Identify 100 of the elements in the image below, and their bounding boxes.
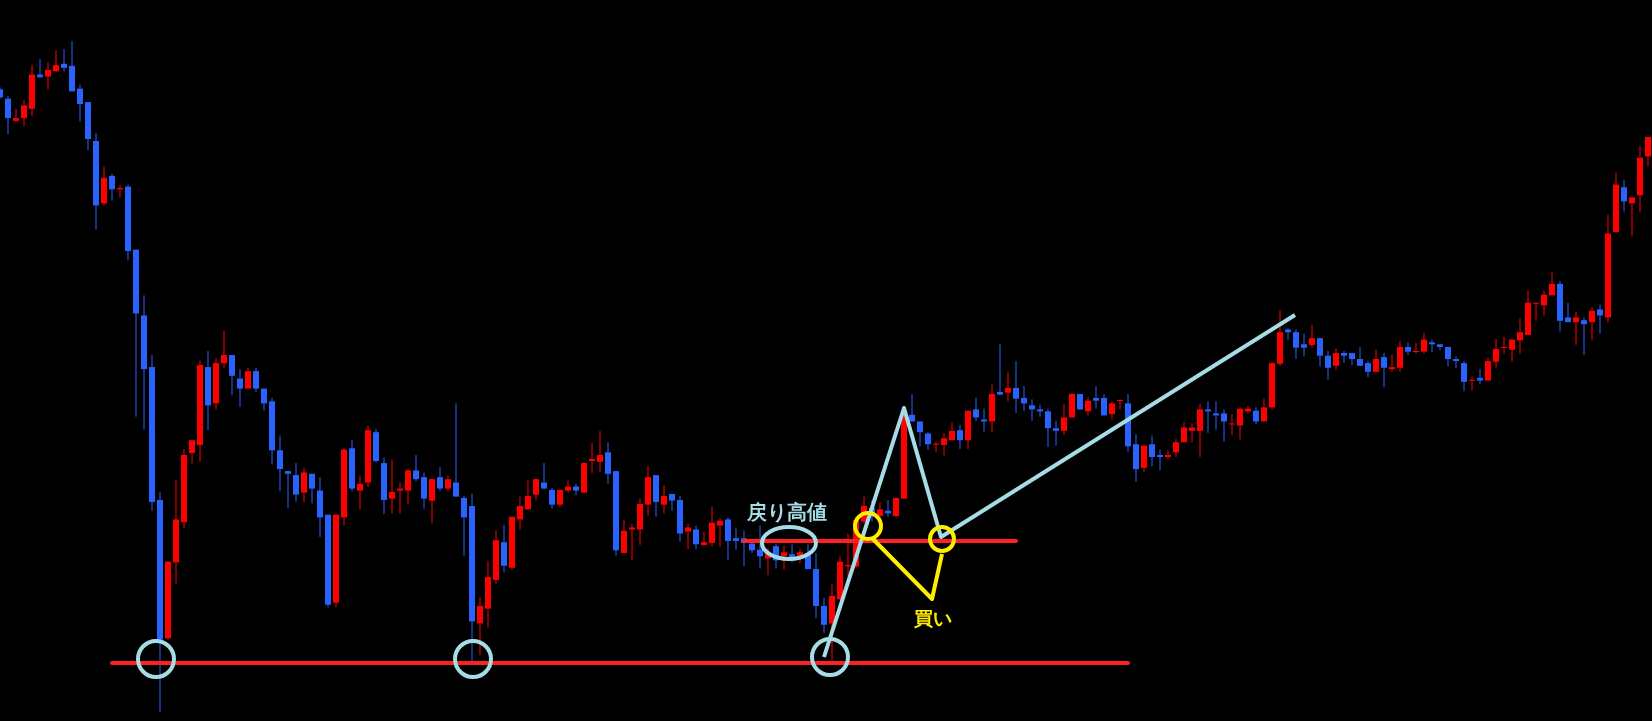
- candlestick: [1109, 400, 1115, 420]
- candlestick: [1029, 398, 1035, 422]
- candlestick: [821, 597, 827, 634]
- candlestick: [1045, 408, 1051, 448]
- candlestick: [77, 84, 83, 123]
- candlestick: [301, 467, 307, 503]
- candlestick: [893, 496, 899, 518]
- candlestick: [1165, 449, 1171, 460]
- candlestick: [1197, 403, 1203, 458]
- candlestick: [1149, 435, 1155, 467]
- candlestick: [1317, 337, 1323, 367]
- candlestick: [605, 441, 611, 485]
- candlestick: [669, 493, 675, 512]
- candlestick: [61, 48, 67, 72]
- candlestick: [549, 487, 555, 510]
- candlestick: [781, 545, 787, 571]
- candlestick: [1357, 346, 1363, 367]
- candlestick: [1309, 324, 1315, 349]
- candlestick: [1013, 360, 1019, 414]
- candlestick: [1221, 408, 1227, 443]
- candlestick: [109, 173, 115, 202]
- candlestick: [517, 496, 523, 530]
- candlestick: [1581, 316, 1587, 356]
- candlestick: [597, 430, 603, 473]
- candlestick: [1469, 376, 1475, 392]
- candlestick: [221, 330, 227, 369]
- candlestick: [1453, 355, 1459, 369]
- candlestick: [565, 480, 571, 494]
- candlestick: [701, 531, 707, 547]
- candlestick: [5, 95, 11, 135]
- candlestick: [1189, 422, 1195, 443]
- candlestick: [1037, 404, 1043, 418]
- candlestick: [925, 431, 931, 451]
- candlestick: [1333, 347, 1339, 371]
- candlestick: [1493, 338, 1499, 369]
- candlestick: [629, 523, 635, 561]
- candlestick: [1229, 413, 1235, 436]
- candlestick: [1397, 340, 1403, 373]
- candlestick: [285, 470, 291, 509]
- candlestick: [1437, 343, 1443, 351]
- candlestick: [1589, 306, 1595, 341]
- candlestick: [709, 506, 715, 547]
- candlestick: [1573, 310, 1579, 346]
- candlestick: [981, 408, 987, 433]
- candlestick: [1533, 302, 1539, 322]
- candlestick: [453, 402, 459, 498]
- candlestick: [53, 49, 59, 74]
- candlestick: [1621, 179, 1627, 212]
- candlestick: [389, 459, 395, 514]
- candlestick: [525, 480, 531, 510]
- candlestick: [1341, 350, 1347, 364]
- candlestick: [1301, 333, 1307, 357]
- candlestick: [1061, 403, 1067, 436]
- candlestick: [1293, 329, 1299, 360]
- candlestick: [1021, 385, 1027, 412]
- candlestick: [733, 526, 739, 551]
- annotation: 買い: [914, 606, 952, 631]
- candlestick: [661, 484, 667, 514]
- candlestick: [413, 454, 419, 482]
- candlestick: [405, 468, 411, 506]
- candlestick: [1157, 449, 1163, 471]
- candlestick: [45, 61, 51, 90]
- candlestick: [541, 462, 547, 490]
- candlestick: [997, 343, 1003, 396]
- candlestick: [1349, 352, 1355, 366]
- candlestick: [1421, 332, 1427, 355]
- candlestick: [245, 367, 251, 390]
- candlestick: [573, 483, 579, 496]
- candlestick: [1093, 385, 1099, 410]
- candlestick: [397, 482, 403, 514]
- candlestick: [1213, 400, 1219, 431]
- candlestick: [973, 397, 979, 422]
- candlestick: [621, 519, 627, 554]
- candlestick: [229, 354, 235, 396]
- candlestick: [1381, 352, 1387, 388]
- candlestick: [429, 477, 435, 524]
- candlestick: [421, 471, 427, 510]
- candlestick: [917, 420, 923, 447]
- candlestick: [757, 524, 763, 569]
- candlestick: [1485, 357, 1491, 382]
- candlestick: [1461, 360, 1467, 392]
- candlestick: [501, 524, 507, 573]
- candlestick: [1237, 406, 1243, 441]
- candlestick: [1389, 353, 1395, 373]
- candlestick: [437, 466, 443, 492]
- candlestick: [189, 439, 195, 465]
- candlestick: [253, 367, 259, 393]
- candlestick: [1405, 341, 1411, 356]
- candlestick: [1517, 317, 1523, 355]
- candlestick: [1173, 438, 1179, 458]
- candlestick: [293, 462, 299, 502]
- candlestick: [1005, 371, 1011, 402]
- candlestick: [1053, 420, 1059, 447]
- candlestick: [237, 368, 243, 408]
- candlestick: [533, 477, 539, 502]
- candlestick: [1541, 290, 1547, 316]
- candlestick: [1629, 196, 1635, 237]
- candlestick: [1413, 342, 1419, 355]
- candlestick: [477, 596, 483, 656]
- candlestick: [13, 108, 19, 123]
